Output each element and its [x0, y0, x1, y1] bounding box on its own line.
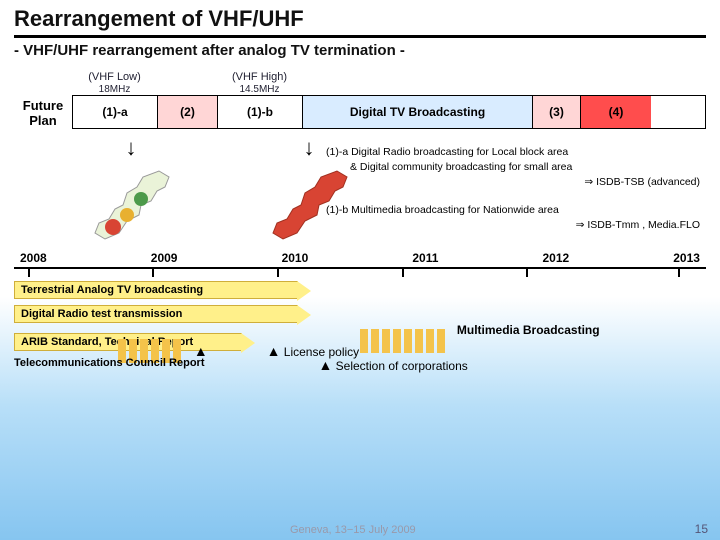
- band-heads: (VHF Low)18MHz (VHF High)14.5MHz: [72, 71, 706, 95]
- timeline: 2008 2009 2010 2011 2012 2013 Terrestrial Ana…: [14, 251, 706, 365]
- band: Digital TV Broadcasting: [303, 96, 533, 128]
- band: (1)-a: [73, 96, 158, 128]
- timeline-bars: Terrestrial Analog TV broadcasting Digita…: [14, 281, 706, 365]
- marker: ▲ Selection of corporations: [318, 357, 467, 373]
- band-head: [532, 71, 580, 95]
- subtitle: - VHF/UHF rearrangement after analog TV …: [0, 42, 720, 67]
- page-number: 15: [695, 522, 708, 536]
- year-label: 2008: [20, 251, 47, 265]
- band: (2): [158, 96, 218, 128]
- band: (1)-b: [218, 96, 303, 128]
- band: (4): [581, 96, 651, 128]
- arrow-down-icon: ↓: [76, 135, 186, 161]
- band-head: [580, 71, 650, 95]
- band: (3): [533, 96, 581, 128]
- band-head: [157, 71, 217, 95]
- timeline-axis: [14, 267, 706, 277]
- band-head: (VHF High)14.5MHz: [217, 71, 302, 95]
- title-underline: [14, 35, 706, 38]
- council-report: Telecommunications Council Report: [14, 357, 205, 369]
- marker: ▲: [194, 343, 208, 359]
- plan-label: FuturePlan: [14, 98, 72, 129]
- page-title: Rearrangement of VHF/UHF: [14, 6, 706, 32]
- timeline-bar: Terrestrial Analog TV broadcasting: [14, 281, 298, 299]
- map-japan-a: [76, 161, 186, 253]
- timeline-years: 2008 2009 2010 2011 2012 2013: [14, 251, 706, 265]
- year-label: 2009: [151, 251, 178, 265]
- band-head: [302, 71, 532, 95]
- year-label: 2012: [542, 251, 569, 265]
- frequency-bands: (1)-a(2)(1)-bDigital TV Broadcasting(3)(…: [72, 95, 706, 129]
- footer-venue: Geneva, 13−15 July 2009: [290, 524, 416, 536]
- notes-block: (1)-a Digital Radio broadcasting for Loc…: [326, 145, 706, 233]
- stripes: [360, 329, 445, 353]
- band-head: (VHF Low)18MHz: [72, 71, 157, 95]
- timeline-bar: Digital Radio test transmission: [14, 305, 298, 323]
- mm-label: Multimedia Broadcasting: [457, 323, 600, 337]
- year-label: 2013: [673, 251, 700, 265]
- year-label: 2011: [412, 251, 438, 265]
- year-label: 2010: [282, 251, 309, 265]
